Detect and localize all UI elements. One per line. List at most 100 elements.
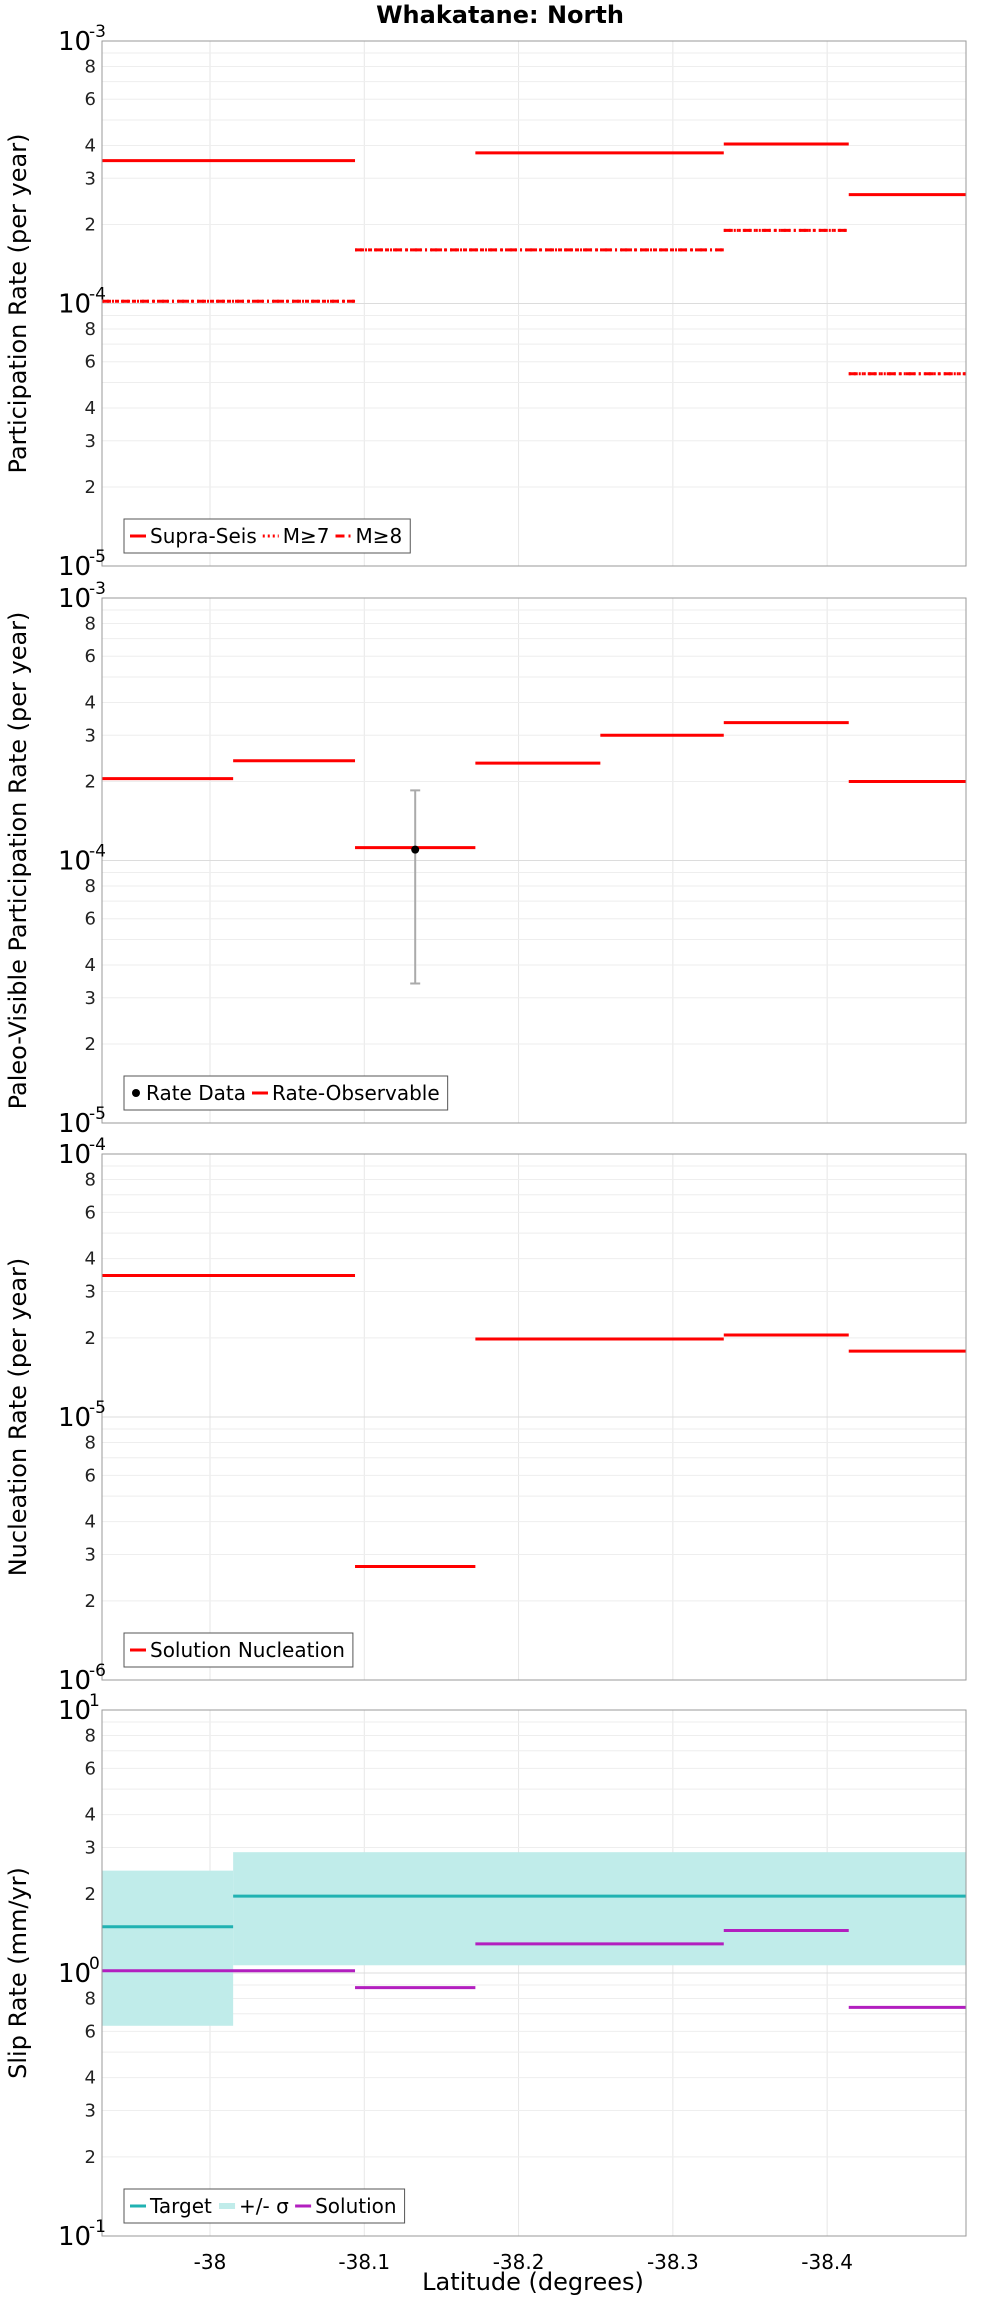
legend-label: +/- σ: [239, 2194, 289, 2218]
y-tick-label: 6: [85, 646, 96, 667]
y-decade-exponent: -5: [89, 547, 106, 567]
plot-frame: [101, 597, 967, 1124]
y-decade-exponent: 0: [89, 1954, 100, 1974]
y-tick-label: 4: [85, 692, 96, 713]
legend-label: Target: [149, 2194, 212, 2218]
y-tick-label: 3: [85, 1545, 96, 1566]
y-decade-label: 10: [58, 1959, 91, 1989]
y-decade-label: 10: [58, 1109, 91, 1139]
legend-marker: [132, 1089, 140, 1097]
y-tick-label: 8: [85, 1988, 96, 2009]
y-decade-label: 10: [58, 2222, 91, 2252]
y-tick-label: 3: [85, 1838, 96, 1859]
data-point: [411, 845, 420, 854]
y-tick-label: 3: [85, 1282, 96, 1303]
y-decade-exponent: -3: [89, 22, 106, 42]
y-decade-exponent: -4: [89, 1135, 106, 1155]
y-decade-exponent: -1: [89, 2217, 106, 2237]
legend: Rate Data Rate-Observable: [123, 1075, 449, 1111]
x-axis: -38 -38.1 -38.2 -38.3 -38.4: [194, 2250, 853, 2274]
sigma-band: [233, 1852, 967, 1966]
y-decade-label: 10: [58, 27, 91, 57]
legend-item: Target: [130, 2194, 212, 2218]
y-tick-label: 6: [85, 1202, 96, 1223]
y-tick-label: 3: [85, 725, 96, 746]
y-decade-exponent: 1: [89, 1691, 100, 1711]
y-decade-exponent: -4: [89, 842, 106, 862]
series-target: [102, 1894, 966, 1929]
plot-frame: [101, 1709, 967, 2237]
y-tick-label: 4: [85, 135, 96, 156]
legend-label: M≥7: [283, 524, 330, 548]
series-solution: [102, 1929, 966, 2009]
x-tick-label: -38.1: [338, 2250, 390, 2274]
y-tick-label: 6: [85, 2021, 96, 2042]
y-tick-label: 6: [85, 89, 96, 110]
y-decade-exponent: -3: [89, 579, 106, 599]
y-tick-label: 2: [85, 2147, 96, 2168]
x-tick-label: -38.3: [647, 2250, 699, 2274]
x-tick-label: -38: [194, 2250, 227, 2274]
legend-item: M≥8: [335, 524, 403, 548]
y-tick-label: 3: [85, 168, 96, 189]
grid: [102, 1710, 966, 2236]
y-tick-label: 4: [85, 398, 96, 419]
sigma-band: [102, 1870, 234, 2026]
y-decade-label: 10: [58, 584, 91, 614]
y-axis-label: Slip Rate (mm/yr): [4, 1867, 32, 2079]
y-tick-label: 8: [85, 1432, 96, 1453]
grid: [102, 598, 966, 1123]
legend-label: Solution Nucleation: [150, 1638, 345, 1662]
y-tick-label: 2: [85, 771, 96, 792]
legend: Target +/- σ Solution: [123, 2188, 406, 2224]
series-m-8: [102, 228, 966, 376]
y-tick-label: 4: [85, 2068, 96, 2089]
plot-frame: [101, 1153, 967, 1681]
legend-label: M≥8: [356, 524, 403, 548]
y-decade-label: 10: [58, 1140, 91, 1170]
y-tick-label: 6: [85, 1758, 96, 1779]
x-tick-label: -38.2: [493, 2250, 545, 2274]
y-decade-label: 10: [58, 290, 91, 320]
legend-label: Solution: [315, 2194, 396, 2218]
legend-box: [123, 518, 411, 554]
y-tick-label: 4: [85, 1512, 96, 1533]
y-tick-label: 8: [85, 876, 96, 897]
x-axis-label: Latitude (degrees): [422, 2268, 644, 2296]
y-tick-label: 2: [85, 1591, 96, 1612]
y-tick-label: 8: [85, 319, 96, 340]
y-tick-label: 4: [85, 955, 96, 976]
y-axis-label: Participation Rate (per year): [4, 134, 32, 474]
x-tick-label: -38.4: [801, 2250, 853, 2274]
y-decade-exponent: -5: [89, 1104, 106, 1124]
legend-label: Rate Data: [146, 1081, 246, 1105]
y-tick-label: 8: [85, 1169, 96, 1190]
grid: [102, 41, 966, 566]
y-tick-label: 6: [85, 909, 96, 930]
legend-item: Rate-Observable: [251, 1081, 440, 1105]
y-tick-label: 3: [85, 431, 96, 452]
grid: [102, 1154, 966, 1680]
chart-title: Whakatane: North: [376, 1, 624, 29]
y-tick-label: 2: [85, 1884, 96, 1905]
legend-label: Supra-Seis: [150, 524, 257, 548]
legend: Supra-Seis M≥7 M≥8: [123, 518, 411, 554]
y-decade-label: 10: [58, 552, 91, 582]
legend-box: [123, 1632, 354, 1668]
legend-item: Supra-Seis: [130, 524, 257, 548]
y-tick-label: 8: [85, 56, 96, 77]
legend-swatch: [219, 2203, 236, 2209]
y-tick-label: 2: [85, 214, 96, 235]
y-tick-label: 3: [85, 2101, 96, 2122]
legend-item: Solution: [295, 2194, 397, 2218]
